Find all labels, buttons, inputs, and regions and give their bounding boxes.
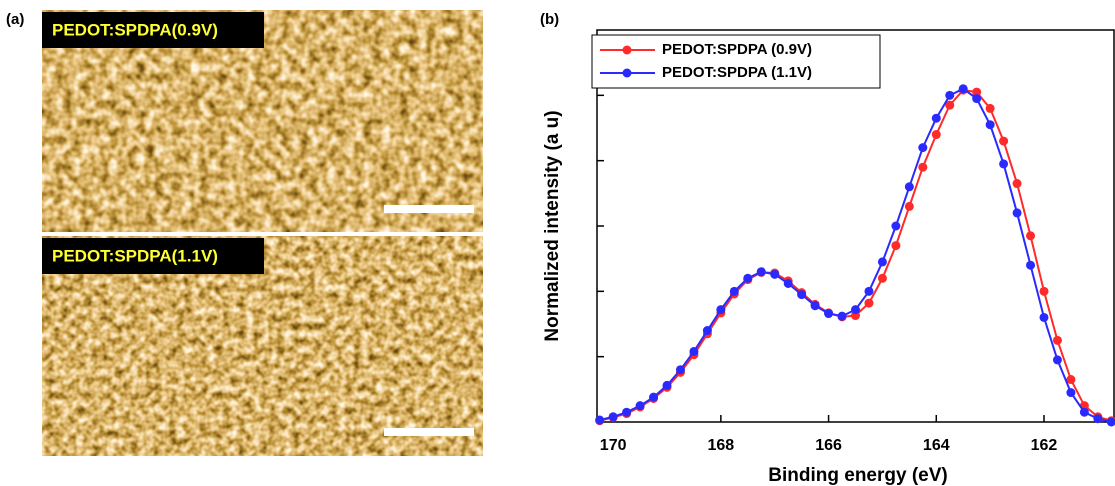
- y-axis-label: Normalized intensity (a u): [542, 110, 563, 341]
- data-point: [1039, 312, 1049, 322]
- x-tick-label: 162: [1031, 437, 1058, 454]
- legend-marker: [622, 68, 632, 78]
- data-point: [716, 305, 726, 315]
- data-point: [1052, 335, 1062, 345]
- data-point: [743, 273, 753, 283]
- data-point: [756, 267, 766, 277]
- data-point: [891, 221, 901, 231]
- data-point: [999, 159, 1009, 169]
- data-point: [689, 346, 699, 356]
- data-point: [702, 326, 712, 336]
- data-point: [877, 257, 887, 267]
- data-point: [931, 130, 941, 140]
- x-tick-label: 166: [815, 437, 842, 454]
- data-point: [1026, 260, 1036, 270]
- data-point: [783, 278, 793, 288]
- scale-bar: [384, 205, 474, 213]
- legend-label: PEDOT:SPDPA (1.1V): [662, 64, 812, 81]
- data-point: [972, 94, 982, 104]
- data-point: [1026, 231, 1036, 241]
- data-point: [904, 182, 914, 192]
- data-point: [810, 301, 820, 311]
- data-point: [770, 269, 780, 279]
- data-point: [904, 201, 914, 211]
- data-point: [945, 100, 955, 110]
- image-label-box: [42, 238, 264, 274]
- data-point: [972, 87, 982, 97]
- data-point: [622, 407, 632, 417]
- data-point: [675, 365, 685, 375]
- legend-box: [591, 34, 881, 89]
- image-label-box: [42, 12, 264, 48]
- legend-marker: [622, 45, 632, 55]
- data-point: [851, 305, 860, 315]
- data-point: [891, 241, 901, 251]
- data-point: [918, 143, 928, 153]
- data-point: [958, 84, 968, 94]
- legend-label: PEDOT:SPDPA (0.9V): [662, 41, 812, 58]
- data-point: [824, 309, 834, 319]
- data-point: [864, 286, 874, 296]
- data-point: [1079, 407, 1089, 417]
- plot-frame: [596, 29, 1115, 423]
- data-point: [999, 136, 1009, 146]
- data-point: [662, 380, 672, 390]
- x-tick-label: 164: [923, 437, 950, 454]
- data-point: [931, 113, 941, 123]
- data-point: [595, 415, 605, 425]
- data-point: [1066, 388, 1076, 398]
- data-point: [918, 162, 928, 172]
- x-axis-label: Binding energy (eV): [768, 465, 947, 486]
- data-point: [837, 311, 847, 321]
- data-point: [1066, 375, 1076, 385]
- data-point: [1012, 179, 1022, 189]
- data-point: [1012, 208, 1022, 218]
- data-point: [635, 401, 645, 411]
- data-point: [1106, 417, 1115, 427]
- x-tick-label: 170: [600, 437, 627, 454]
- data-point: [945, 90, 955, 100]
- panel-label: (a): [6, 11, 24, 28]
- data-point: [608, 412, 618, 422]
- data-point: [985, 120, 995, 130]
- x-tick-label: 168: [708, 437, 735, 454]
- image-label: PEDOT:SPDPA(1.1V): [52, 246, 218, 265]
- data-point: [1093, 414, 1103, 424]
- image-label: PEDOT:SPDPA(0.9V): [52, 20, 218, 39]
- data-point: [1052, 355, 1062, 365]
- panel-label: (b): [540, 11, 559, 28]
- data-point: [649, 392, 659, 402]
- data-point: [864, 298, 874, 308]
- data-point: [877, 273, 887, 283]
- scale-bar: [384, 428, 474, 436]
- data-point: [797, 290, 807, 300]
- data-point: [985, 103, 995, 113]
- data-point: [1039, 286, 1049, 296]
- data-point: [729, 286, 739, 296]
